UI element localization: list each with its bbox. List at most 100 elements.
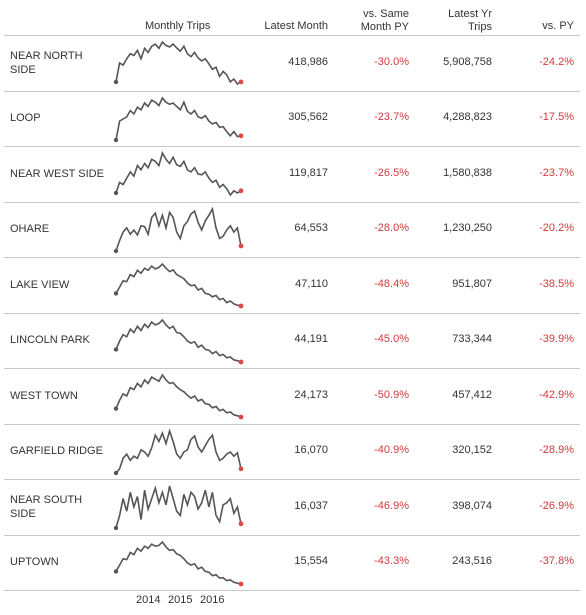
vs-py-value: -37.8% <box>539 555 574 568</box>
latest-month-value: 47,110 <box>295 277 328 290</box>
sparkline-start-point <box>113 470 119 475</box>
sparkline-start-point <box>113 406 119 411</box>
sparkline-series-line <box>115 150 242 197</box>
vs-same-month-py-value: -28.0% <box>374 222 409 235</box>
vs-same-month-py-value: -43.3% <box>374 555 409 568</box>
latest-month-value: 16,070 <box>294 444 328 457</box>
latest-yr-trips-value: 733,344 <box>452 333 492 346</box>
sparkline-monthly-trips <box>113 427 244 475</box>
header-latest-yr-line1: Latest Yr <box>448 8 492 20</box>
latest-yr-trips-value: 4,288,823 <box>443 111 492 124</box>
row-divider <box>4 368 580 369</box>
row-divider <box>4 146 580 147</box>
neighborhood-name-line1: NEAR WEST SIDE <box>10 167 104 180</box>
row-divider <box>4 91 580 92</box>
vs-same-month-py-value: -50.9% <box>374 388 409 401</box>
sparkline-end-point <box>238 303 244 309</box>
vs-py-value: -26.9% <box>539 499 574 512</box>
row-divider <box>4 535 580 536</box>
vs-same-month-py-value: -40.9% <box>374 444 409 457</box>
neighborhood-name-line2: SIDE <box>10 507 36 520</box>
sparkline-monthly-trips <box>113 262 244 309</box>
header-monthly-trips: Monthly Trips <box>145 20 211 32</box>
sparkline-monthly-trips <box>113 373 244 420</box>
latest-month-value: 64,553 <box>294 222 328 235</box>
latest-yr-trips-value: 951,807 <box>452 277 492 290</box>
neighborhood-name: GARFIELD RIDGE <box>10 444 110 458</box>
latest-month-value: 15,554 <box>294 555 328 568</box>
vs-py-value: -20.2% <box>539 222 574 235</box>
sparkline-end-point <box>238 79 244 85</box>
row-divider <box>4 424 580 425</box>
neighborhood-name: NEAR NORTH SIDE <box>10 49 110 77</box>
sparkline-series-line <box>115 318 242 363</box>
neighborhood-name: LAKE VIEW <box>10 278 110 292</box>
vs-py-value: -17.5% <box>539 111 574 124</box>
vs-same-month-py-value: -46.9% <box>374 499 409 512</box>
sparkline-end-point <box>238 132 244 138</box>
sparkline-end-point <box>238 465 244 471</box>
header-latest-month[interactable]: Latest Month <box>264 20 328 32</box>
sparkline-monthly-trips <box>113 40 244 86</box>
latest-yr-trips-value: 5,908,758 <box>443 55 492 68</box>
sparkline-end-point <box>238 188 244 194</box>
neighborhood-name: WEST TOWN <box>10 389 110 403</box>
neighborhood-name: OHARE <box>10 222 110 236</box>
sparkline-end-point <box>238 581 244 586</box>
header-latest-yr-line2: Trips <box>467 21 492 33</box>
sparkline-series-line <box>115 485 242 529</box>
sparkline-start-point <box>113 291 119 296</box>
vs-py-value: -28.9% <box>539 444 574 457</box>
sparkline-series-line <box>115 262 242 307</box>
sparkline-series-line <box>115 373 242 418</box>
vs-py-value: -39.9% <box>539 333 574 346</box>
sparkline-start-point <box>113 79 119 85</box>
latest-yr-trips-value: 320,152 <box>452 444 492 457</box>
sparkline-series-line <box>115 40 242 86</box>
neighborhood-name: LOOP <box>10 111 110 125</box>
sparkline-monthly-trips <box>113 540 244 586</box>
neighborhood-name-line1: LAKE VIEW <box>10 278 70 291</box>
sparkline-start-point <box>113 190 119 196</box>
neighborhood-name: NEAR SOUTH SIDE <box>10 493 110 521</box>
neighborhood-name: LINCOLN PARK <box>10 333 110 347</box>
neighborhood-name-line1: WEST TOWN <box>10 389 78 402</box>
sparkline-end-point <box>238 521 244 527</box>
row-divider <box>4 479 580 480</box>
vs-same-month-py-value: -23.7% <box>374 111 409 124</box>
vs-same-month-py-value: -48.4% <box>374 277 409 290</box>
latest-yr-trips-value: 243,516 <box>452 555 492 568</box>
latest-month-value: 418,986 <box>288 55 328 68</box>
sparkline-start-point <box>113 137 119 142</box>
latest-yr-trips-value: 457,412 <box>452 388 492 401</box>
row-divider <box>4 257 580 258</box>
sparkline-monthly-trips <box>113 96 244 142</box>
sparkline-monthly-trips <box>113 150 244 197</box>
x-axis-label-2016: 2016 <box>200 594 225 606</box>
vs-same-month-py-value: -26.5% <box>374 166 409 179</box>
latest-month-value: 16,037 <box>294 499 328 512</box>
neighborhood-name-line1: LOOP <box>10 112 41 125</box>
vs-py-value: -42.9% <box>539 388 574 401</box>
header-divider <box>4 35 580 36</box>
neighborhood-name-line1: OHARE <box>10 223 50 236</box>
neighborhood-name-line1: NEAR SOUTH <box>10 493 83 506</box>
sparkline-start-point <box>113 346 119 352</box>
header-vs-same-month-py[interactable]: vs. Same Month PY <box>340 8 409 34</box>
sparkline-end-point <box>238 243 244 248</box>
sparkline-series-line <box>115 96 242 140</box>
neighborhood-name-line1: LINCOLN PARK <box>10 334 90 347</box>
row-divider <box>4 313 580 314</box>
header-vs-py[interactable]: vs. PY <box>542 20 574 32</box>
x-axis-label-2015: 2015 <box>168 594 193 606</box>
sparkline-series-line <box>115 427 242 474</box>
latest-month-value: 44,191 <box>294 333 328 346</box>
vs-py-value: -38.5% <box>539 277 574 290</box>
latest-month-value: 24,173 <box>294 388 328 401</box>
header-latest-yr-trips[interactable]: Latest Yr Trips <box>420 8 492 34</box>
neighborhood-name: UPTOWN <box>10 555 110 569</box>
sparkline-start-point <box>113 568 119 574</box>
vs-py-value: -24.2% <box>539 55 574 68</box>
sparkline-start-point <box>113 248 119 253</box>
row-divider <box>4 202 580 203</box>
